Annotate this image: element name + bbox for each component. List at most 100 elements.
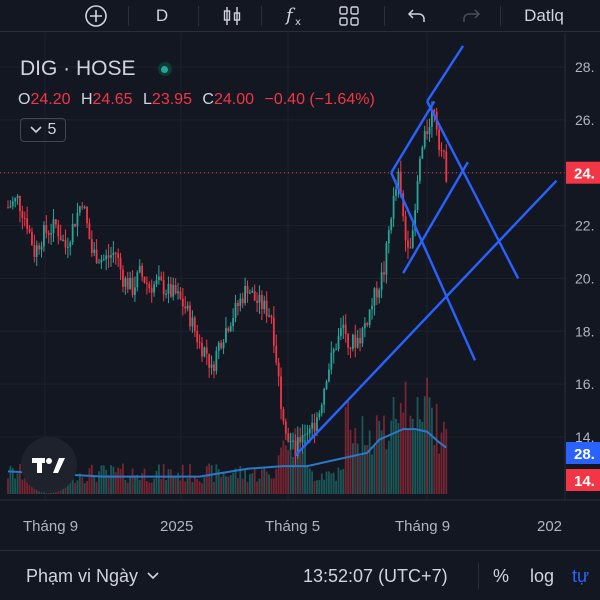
candle-body: [299, 437, 302, 443]
candle-body: [363, 323, 366, 329]
candle-body: [43, 225, 45, 247]
volume-bar: [311, 471, 314, 494]
last-price-badge-bg: [566, 161, 600, 184]
trendline: [390, 172, 477, 361]
candle-body: [263, 300, 266, 310]
volume-bar: [244, 468, 247, 494]
volume-bar: [110, 465, 112, 494]
volume-bar: [340, 470, 342, 494]
candle-body: [69, 242, 72, 248]
candle-body: [237, 302, 239, 307]
candle-body: [150, 288, 153, 293]
candle-body: [107, 255, 110, 258]
volume-bar: [210, 465, 213, 494]
percent-scale-toggle[interactable]: %: [493, 565, 510, 586]
candle-body: [119, 257, 122, 270]
price-chart[interactable]: 28.26.24.22.20.18.16.14.24.28.14.Tháng 9…: [0, 33, 600, 550]
candle-body: [445, 151, 448, 182]
volume-bar: [179, 480, 182, 494]
volume-bar: [392, 397, 395, 494]
candle-body: [9, 206, 12, 208]
volume-bar: [284, 445, 287, 494]
candle-body: [440, 150, 443, 152]
volume-bar: [229, 475, 232, 494]
volume-bar: [366, 445, 369, 494]
volume-bar: [368, 430, 371, 494]
layouts-button[interactable]: [336, 0, 362, 32]
candle-body: [428, 126, 431, 134]
volume-bar: [136, 474, 139, 494]
volume-bar: [134, 475, 136, 494]
chart-canvas[interactable]: 28.26.24.22.20.18.16.14.24.28.14.Tháng 9…: [0, 33, 600, 550]
candle-body: [311, 422, 314, 429]
trendline: [426, 45, 465, 103]
candle-body: [160, 276, 163, 281]
undo-button[interactable]: [404, 0, 430, 32]
volume-bar: [117, 467, 120, 494]
time-tick-label: Tháng 9: [395, 518, 450, 535]
volume-bar: [280, 447, 282, 494]
volume-bar: [157, 464, 160, 494]
candle-body: [93, 249, 96, 253]
clock-timezone[interactable]: 13:52:07 (UTC+7): [303, 565, 448, 586]
volume-bar: [124, 479, 127, 494]
volume-bar: [411, 418, 414, 494]
volume-bar: [193, 477, 196, 494]
candle-body: [98, 262, 100, 264]
candle-body: [387, 230, 390, 244]
candle-body: [320, 404, 323, 414]
add-symbol-button[interactable]: [80, 0, 112, 32]
volume-bar: [337, 467, 340, 494]
candle-body: [162, 280, 165, 295]
volume-bar: [237, 478, 239, 494]
candle-body: [155, 280, 158, 285]
candle-body: [179, 291, 182, 299]
candle-body: [208, 353, 211, 368]
candle-body: [33, 245, 36, 257]
volume-bar: [395, 418, 397, 494]
tradingview-logo-icon: [32, 458, 65, 473]
candle-body: [268, 315, 270, 317]
volume-bar: [153, 478, 155, 494]
candle-body: [210, 364, 213, 368]
volume-bar: [148, 482, 151, 494]
tradingview-logo[interactable]: [21, 437, 77, 493]
chart-type-button[interactable]: [219, 0, 245, 32]
candle-body: [157, 276, 160, 281]
symbol-title[interactable]: DIG · HOSE: [20, 57, 136, 80]
volume-bar: [66, 477, 69, 494]
candle-body: [81, 206, 84, 208]
log-scale-toggle[interactable]: log: [530, 565, 555, 586]
svg-text:x: x: [295, 17, 301, 28]
auto-scale-toggle[interactable]: tự: [572, 565, 590, 586]
candle-body: [124, 278, 127, 287]
redo-button[interactable]: [458, 0, 484, 32]
volume-bar: [11, 467, 14, 494]
axes: 28.26.24.22.20.18.16.14.24.28.14.Tháng 9…: [0, 33, 600, 550]
volume-bar: [423, 396, 426, 494]
candle-body: [143, 276, 146, 283]
volume-bar: [402, 412, 405, 494]
candle-body: [404, 216, 407, 241]
candle-body: [21, 211, 24, 219]
candle-body: [174, 284, 177, 294]
candle-body: [265, 300, 268, 317]
candle-body: [316, 417, 318, 432]
grid: [0, 33, 565, 500]
account-button[interactable]: Datlq: [524, 6, 564, 25]
volume-bar: [428, 397, 431, 494]
volume-bar: [419, 419, 421, 494]
price-tick-label: 20.: [575, 270, 594, 286]
volume-bar: [169, 469, 172, 494]
candle-body: [86, 206, 88, 224]
candle-body: [114, 252, 117, 254]
indicators-toggle-button[interactable]: 5: [20, 118, 66, 142]
candle-body: [399, 171, 402, 194]
volume-bar: [258, 478, 261, 494]
candle-body: [234, 302, 237, 319]
date-range-button[interactable]: Phạm vi Ngày: [26, 551, 160, 600]
volume-bar: [198, 481, 201, 494]
interval-button[interactable]: D: [155, 6, 169, 25]
